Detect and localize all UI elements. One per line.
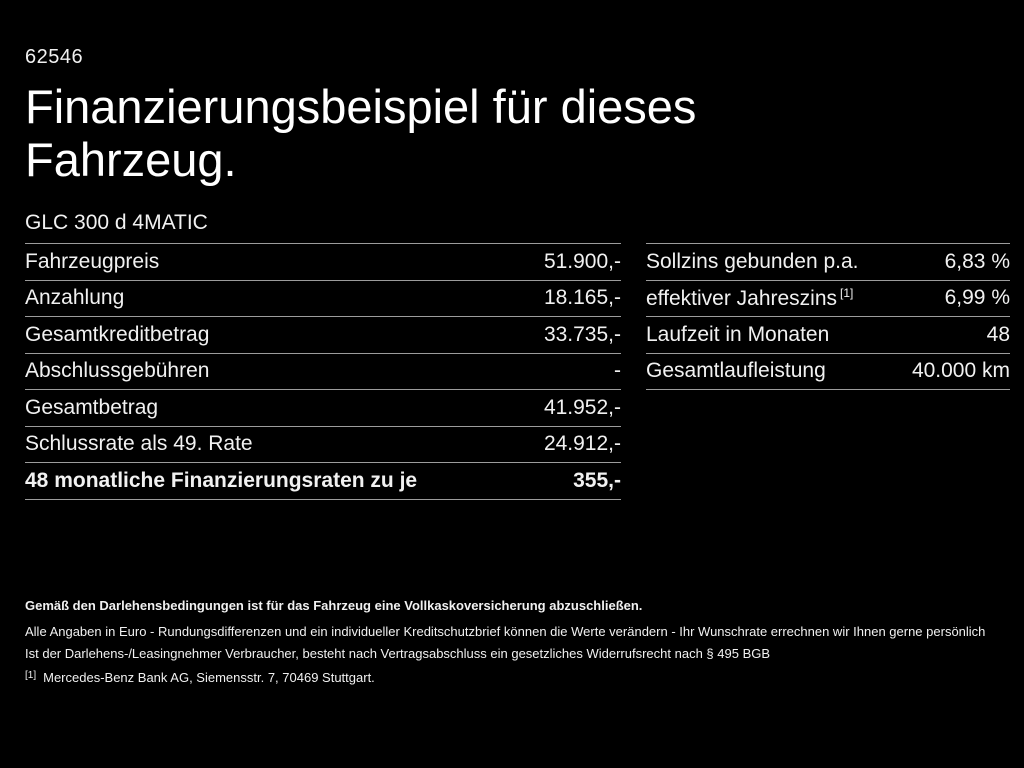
- table-row-fahrzeugpreis: Fahrzeugpreis 51.900,-: [25, 243, 621, 280]
- row-label: Fahrzeugpreis: [25, 249, 160, 273]
- row-label: Sollzins gebunden p.a.: [646, 249, 859, 273]
- table-row-sollzins: Sollzins gebunden p.a. 6,83 %: [646, 243, 1010, 280]
- table-row-abschlussgebuehren: Abschlussgebühren -: [25, 352, 621, 390]
- row-label-text: effektiver Jahreszins: [646, 286, 838, 310]
- row-label: Abschlussgebühren: [25, 359, 210, 383]
- table-row-anzahlung: Anzahlung 18.165,-: [25, 279, 621, 317]
- row-value: 51.900,-: [543, 249, 621, 273]
- row-label: Gesamtlaufleistung: [646, 359, 826, 383]
- footer-insurance-note: Gemäß den Darlehensbedingungen ist für d…: [25, 598, 643, 613]
- vehicle-model: GLC 300 d 4MATIC: [25, 211, 208, 234]
- page-title: Finanzierungsbeispiel für dieses Fahrzeu…: [25, 80, 697, 186]
- row-value: 24.912,-: [543, 432, 621, 456]
- footnote-text: Mercedes-Benz Bank AG, Siemensstr. 7, 70…: [43, 670, 375, 685]
- row-value: 6,83 %: [944, 249, 1010, 273]
- table-row-gesamtbetrag: Gesamtbetrag 41.952,-: [25, 389, 621, 426]
- table-row-gesamtkreditbetrag: Gesamtkreditbetrag 33.735,-: [25, 316, 621, 353]
- footnote-ref: [1]: [840, 285, 854, 300]
- row-label: effektiver Jahreszins [1]: [646, 286, 853, 311]
- table-row-gesamtlaufleistung: Gesamtlaufleistung 40.000 km: [646, 352, 1010, 390]
- row-label: Laufzeit in Monaten: [646, 322, 830, 346]
- row-label: Gesamtbetrag: [25, 395, 159, 419]
- row-value: -: [614, 359, 621, 383]
- conditions-table: Sollzins gebunden p.a. 6,83 % effektiver…: [646, 243, 1010, 390]
- row-value: 355,-: [573, 468, 621, 492]
- row-label: 48 monatliche Finanzierungsraten zu je: [25, 468, 418, 492]
- table-row-effektiver-jahreszins: effektiver Jahreszins [1] 6,99 %: [646, 279, 1010, 317]
- footnote-marker: [1]: [25, 670, 37, 681]
- row-value: 40.000 km: [911, 359, 1010, 383]
- row-value: 41.952,-: [543, 395, 621, 419]
- row-label: Schlussrate als 49. Rate: [25, 432, 253, 456]
- table-row-laufzeit: Laufzeit in Monaten 48: [646, 316, 1010, 353]
- document-id: 62546: [25, 46, 84, 68]
- footer-disclaimer-2: Ist der Darlehens-/Leasingnehmer Verbrau…: [25, 646, 771, 661]
- row-value: 6,99 %: [944, 286, 1010, 310]
- row-label: Gesamtkreditbetrag: [25, 322, 210, 346]
- table-row-schlussrate: Schlussrate als 49. Rate 24.912,-: [25, 425, 621, 463]
- row-label: Anzahlung: [25, 286, 125, 310]
- row-value: 48: [986, 322, 1010, 346]
- table-row-monatliche-raten: 48 monatliche Finanzierungsraten zu je 3…: [25, 462, 621, 499]
- financing-table: Fahrzeugpreis 51.900,- Anzahlung 18.165,…: [25, 243, 621, 500]
- footer-footnote: [1] Mercedes-Benz Bank AG, Siemensstr. 7,…: [25, 670, 375, 685]
- row-value: 18.165,-: [543, 286, 621, 310]
- row-value: 33.735,-: [543, 322, 621, 346]
- footer-disclaimer-1: Alle Angaben in Euro - Rundungsdifferenz…: [25, 624, 986, 639]
